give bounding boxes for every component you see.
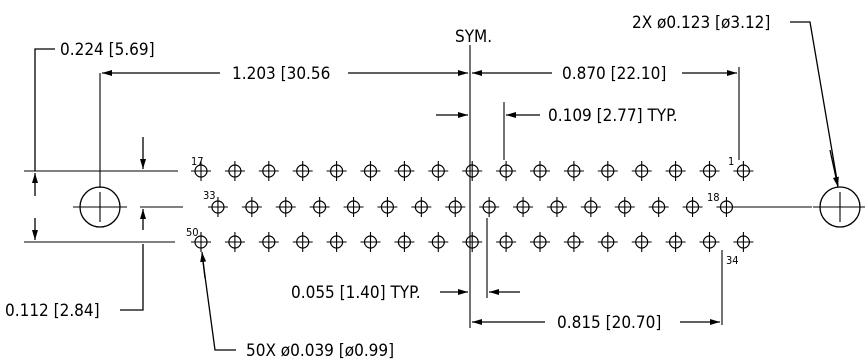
dim-mount-hole-label: 2X ø0.123 [ø3.12] <box>632 13 770 33</box>
dim-row-stagger-label: 0.055 [1.40] TYP. <box>291 283 421 303</box>
pin-middle-3 <box>275 197 296 217</box>
dim-pin-pitch-label: 0.109 [2.77] TYP. <box>548 106 678 126</box>
pin-bottom-5 <box>326 232 347 252</box>
pin-row-middle <box>207 197 737 217</box>
centerlines <box>24 45 812 328</box>
dim-pin-callout: 50X ø0.039 [ø0.99] <box>200 251 394 361</box>
pin-top-5 <box>326 161 347 181</box>
pin-top-17 <box>733 161 754 181</box>
pin-label-50: 50 <box>186 226 199 239</box>
pin-middle-4 <box>309 197 330 217</box>
pin-label-33: 33 <box>203 189 216 202</box>
pin-bottom-4 <box>292 232 313 252</box>
pin-top-2 <box>224 161 245 181</box>
pin-bottom-16 <box>699 232 720 252</box>
pin-label-34: 34 <box>726 254 739 267</box>
pin-middle-15 <box>682 197 703 217</box>
pin-label-18: 18 <box>707 191 720 204</box>
pin-middle-1 <box>207 197 228 217</box>
pin-label-1: 1 <box>728 155 734 168</box>
pin-top-16 <box>699 161 720 181</box>
pin-top-15 <box>665 161 686 181</box>
pin-middle-2 <box>241 197 262 217</box>
pin-bottom-7 <box>394 232 415 252</box>
pin-label-17: 17 <box>191 155 204 168</box>
dim-offset-bottom: 0.112 [2.84] <box>5 209 146 321</box>
pin-top-11 <box>530 161 550 181</box>
pin-bottom-13 <box>597 232 618 252</box>
pin-top-7 <box>394 161 415 181</box>
dim-row3-half-width-label: 0.815 [20.70] <box>557 313 661 333</box>
pin-bottom-15 <box>665 232 686 252</box>
pin-row-top <box>191 161 754 181</box>
dim-half-row-width-label: 0.870 [22.10] <box>562 64 666 84</box>
dim-row-stagger: 0.055 [1.40] TYP. <box>291 283 520 303</box>
pin-top-12 <box>563 161 584 181</box>
pin-bottom-3 <box>258 232 279 252</box>
pin-middle-14 <box>648 197 669 217</box>
dim-offset-bottom-label: 0.112 [2.84] <box>5 301 100 321</box>
pin-bottom-12 <box>563 232 584 252</box>
pin-middle-5 <box>343 197 364 217</box>
pin-top-4 <box>292 161 313 181</box>
pin-top-9 <box>462 161 483 181</box>
dim-pitch-center-left-label: 1.203 [30.56 <box>232 64 330 84</box>
pin-bottom-10 <box>496 232 517 252</box>
pin-middle-6 <box>377 197 398 217</box>
pin-middle-9 <box>479 197 500 217</box>
pin-top-10 <box>496 161 517 181</box>
pin-row-bottom <box>191 232 754 252</box>
dim-offset-top: 0.224 [5.69] <box>32 40 155 240</box>
pin-top-3 <box>258 161 279 181</box>
pin-middle-13 <box>614 197 635 217</box>
dim-row-offset-arrows <box>120 137 178 172</box>
pin-top-8 <box>428 161 449 181</box>
dim-row3-half-width: 0.815 [20.70] <box>472 313 720 333</box>
mount-hole-left <box>73 186 127 228</box>
pin-top-6 <box>360 161 381 181</box>
dim-half-row-width: 0.870 [22.10] <box>472 64 737 84</box>
pin-middle-8 <box>445 197 466 217</box>
dim-offset-top-label: 0.224 [5.69] <box>60 40 155 60</box>
pin-middle-11 <box>546 197 567 217</box>
dim-pitch-center-left: 1.203 [30.56 <box>102 64 468 84</box>
pin-bottom-1 <box>191 232 211 252</box>
pin-middle-7 <box>411 197 432 217</box>
pin-middle-10 <box>513 197 534 217</box>
pin-top-13 <box>597 161 618 181</box>
pin-bottom-11 <box>530 232 550 252</box>
mount-hole-right <box>813 186 865 228</box>
pin-bottom-17 <box>733 232 754 252</box>
pin-top-1 <box>191 161 211 181</box>
pin-bottom-8 <box>428 232 449 252</box>
pin-bottom-2 <box>224 232 245 252</box>
dim-pin-callout-label: 50X ø0.039 [ø0.99] <box>246 341 394 361</box>
dim-pin-pitch: 0.109 [2.77] TYP. <box>436 106 678 126</box>
pin-top-14 <box>631 161 652 181</box>
pin-bottom-14 <box>631 232 652 252</box>
pin-bottom-6 <box>360 232 381 252</box>
symmetry-label: SYM. <box>455 27 492 47</box>
pin-middle-12 <box>580 197 601 217</box>
dim-mount-hole: 2X ø0.123 [ø3.12] <box>632 13 839 188</box>
pin-bottom-9 <box>462 232 483 252</box>
